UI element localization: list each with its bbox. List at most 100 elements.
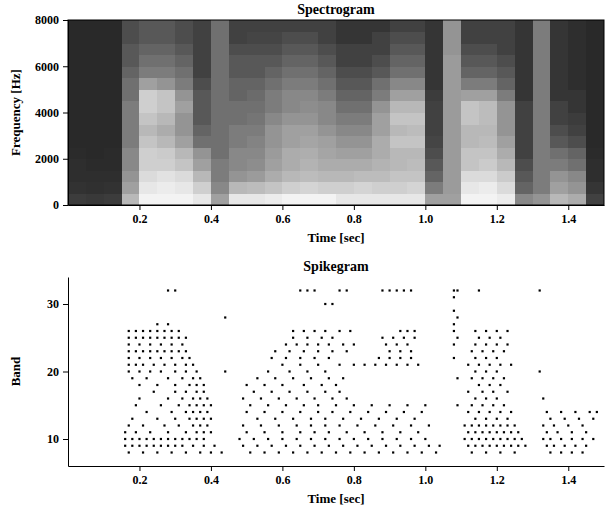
spike — [146, 445, 148, 447]
heat-cell — [68, 89, 86, 101]
spike — [160, 370, 162, 372]
tick-label: 0.4 — [204, 473, 219, 487]
spike — [142, 451, 144, 453]
heat-cell — [282, 159, 300, 171]
heat-cell — [229, 89, 247, 101]
heat-cell — [550, 66, 568, 78]
tick-mark — [282, 205, 283, 210]
spike — [299, 289, 301, 291]
heat-cell — [104, 89, 122, 101]
spike — [138, 445, 140, 447]
tick: 0.8 — [347, 466, 362, 487]
spike — [485, 424, 487, 426]
spike — [378, 418, 380, 420]
spike — [417, 431, 419, 433]
heat-cell — [336, 124, 354, 136]
heat-cell — [497, 89, 515, 101]
heat-cell — [300, 20, 318, 32]
heat-cell — [372, 113, 390, 125]
tick: 1.2 — [490, 466, 505, 487]
heat-cell — [300, 124, 318, 136]
heat-cell — [318, 78, 336, 90]
heat-cell — [497, 159, 515, 171]
spike — [306, 451, 308, 453]
spike — [485, 451, 487, 453]
spike — [474, 445, 476, 447]
spike — [506, 424, 508, 426]
heat-cell — [68, 20, 86, 32]
spike — [524, 445, 526, 447]
spike — [521, 438, 523, 440]
heat-cell — [354, 124, 372, 136]
heat-cell — [86, 89, 104, 101]
spike — [213, 445, 215, 447]
tick: 6000 — [35, 60, 68, 74]
heat-cell — [193, 193, 211, 205]
spike — [281, 431, 283, 433]
heat-cell — [139, 113, 157, 125]
spike — [253, 438, 255, 440]
heat-cell — [300, 55, 318, 67]
spike — [174, 445, 176, 447]
spike — [246, 384, 248, 386]
heat-cell — [229, 66, 247, 78]
heat-cell — [211, 43, 229, 55]
spike — [374, 364, 376, 366]
heat-cell — [122, 20, 140, 32]
heat-cell — [533, 32, 551, 44]
spike — [203, 445, 205, 447]
heat-cell — [568, 43, 586, 55]
spike — [267, 438, 269, 440]
heat-cell — [336, 193, 354, 205]
spike — [317, 364, 319, 366]
heat-cell — [247, 170, 265, 182]
spike — [199, 424, 201, 426]
heat-cell — [157, 55, 175, 67]
spike — [128, 357, 130, 359]
spike — [135, 330, 137, 332]
heat-cell — [390, 124, 408, 136]
spike — [503, 431, 505, 433]
heat-cell — [139, 66, 157, 78]
heat-cell — [515, 170, 533, 182]
spike — [489, 431, 491, 433]
heat-cell — [407, 182, 425, 194]
heat-cell — [139, 124, 157, 136]
heat-cell — [568, 66, 586, 78]
spike — [485, 370, 487, 372]
tick-label: 0.2 — [132, 473, 147, 487]
heat-cell — [586, 20, 604, 32]
heat-cell — [533, 66, 551, 78]
spike — [546, 411, 548, 413]
heat-cell — [318, 20, 336, 32]
spike — [271, 445, 273, 447]
spike — [246, 431, 248, 433]
tick-mark — [139, 205, 140, 210]
heat-cell — [193, 159, 211, 171]
heat-cell — [461, 147, 479, 159]
spike — [549, 438, 551, 440]
heat-cell — [68, 147, 86, 159]
heat-cell — [122, 193, 140, 205]
spike — [517, 431, 519, 433]
heat-cell — [515, 193, 533, 205]
spike — [206, 424, 208, 426]
heat-cell — [443, 20, 461, 32]
heat-cell — [68, 32, 86, 44]
spike — [192, 397, 194, 399]
heat-cell — [336, 43, 354, 55]
heat-cell — [354, 147, 372, 159]
heat-cell — [247, 89, 265, 101]
heat-cell — [282, 147, 300, 159]
heat-cell — [407, 89, 425, 101]
tick-label: 30 — [47, 297, 59, 311]
heat-cell — [104, 113, 122, 125]
spike — [349, 451, 351, 453]
heat-cell — [372, 193, 390, 205]
heat-cell — [479, 136, 497, 148]
heat-cell — [497, 136, 515, 148]
heat-cell — [157, 159, 175, 171]
heat-cell — [300, 170, 318, 182]
spike — [549, 451, 551, 453]
spike — [142, 337, 144, 339]
